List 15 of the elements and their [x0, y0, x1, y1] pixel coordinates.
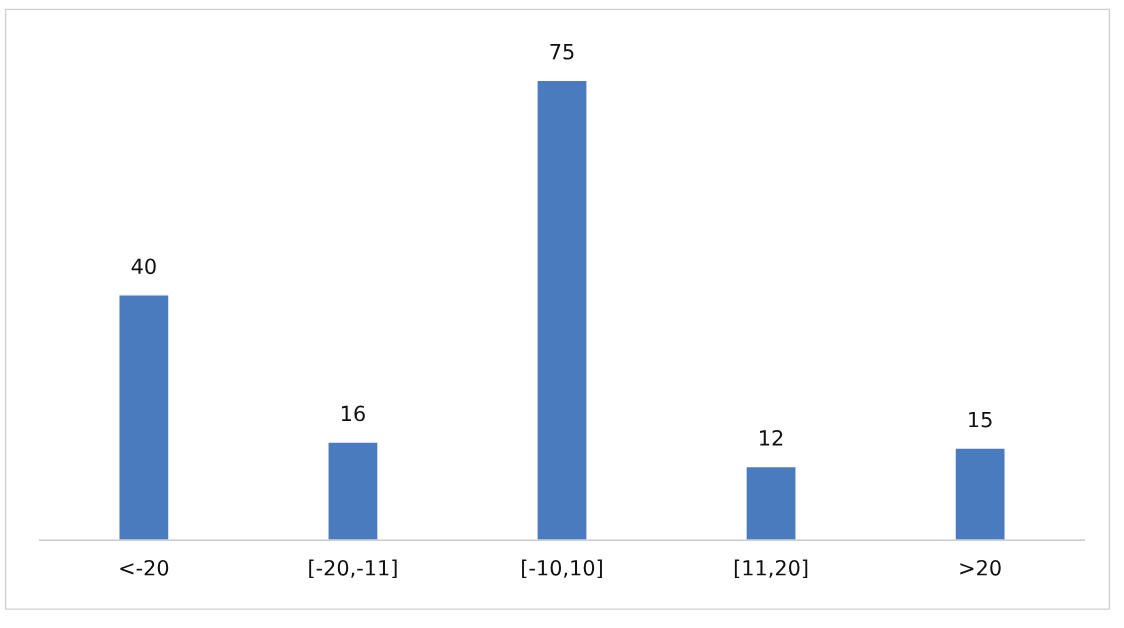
bar [327, 441, 379, 541]
data-label: 12 [760, 430, 783, 446]
x-tick-label: <-20 [120, 559, 169, 576]
x-tick-label: [-10,10] [522, 559, 602, 579]
x-tick-label: >20 [960, 559, 1001, 576]
bar [745, 465, 797, 541]
bar [954, 447, 1006, 541]
bar [118, 294, 170, 541]
bar [536, 79, 588, 541]
data-label: 40 [131, 258, 156, 275]
x-tick-label: [11,20] [734, 559, 808, 579]
x-tick-label: [-20,-11] [309, 559, 397, 579]
data-label: 75 [550, 44, 574, 60]
data-label: 16 [341, 405, 365, 422]
data-label: 15 [969, 411, 992, 428]
